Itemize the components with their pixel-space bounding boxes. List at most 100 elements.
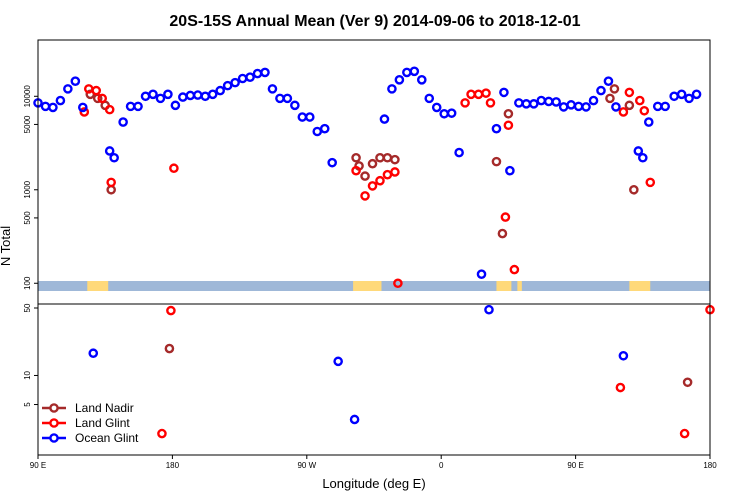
y-tick-label: 100: [23, 276, 32, 290]
ocean-glint-point: [424, 93, 435, 104]
land-glint-point: [624, 87, 635, 98]
land-nadir-point: [491, 156, 502, 167]
legend-marker: [49, 403, 59, 413]
land-glint-point: [473, 89, 484, 100]
land-glint-point: [466, 89, 476, 100]
land-glint-point: [639, 105, 650, 116]
ocean-glint-point: [558, 102, 569, 112]
ocean-glint-point: [312, 126, 323, 137]
ocean-glint-point: [387, 84, 397, 94]
ocean-glint-point: [215, 85, 225, 96]
legend-item-land-nadir: Land Nadir: [42, 401, 134, 415]
ocean-glint-point: [652, 101, 663, 112]
x-tick-label: 180: [703, 461, 717, 470]
land-glint-point: [481, 88, 491, 98]
ocean-glint-point: [603, 76, 614, 86]
land-nadir-point: [609, 84, 620, 94]
ocean-glint-point: [125, 101, 136, 112]
ocean-glint-point: [402, 67, 412, 78]
ocean-glint-point: [192, 90, 203, 100]
y-tick-label: 5: [23, 402, 32, 407]
ocean-glint-point: [260, 67, 270, 78]
ocean-glint-point: [252, 68, 263, 79]
land-nadir-point: [367, 158, 378, 169]
x-tick-label: 0: [439, 461, 444, 470]
land-glint-point: [390, 167, 400, 177]
y-tick-label: 50: [23, 303, 32, 312]
ocean-glint-point: [499, 87, 509, 98]
land-glint-point: [618, 107, 629, 117]
chart-title: 20S-15S Annual Mean (Ver 9) 2014-09-06 t…: [169, 13, 580, 30]
y-tick-label: 5000: [23, 115, 32, 133]
ocean-glint-point: [394, 75, 405, 85]
legend-marker: [49, 433, 59, 443]
land-glint-point: [382, 169, 393, 180]
legend-item-land-glint: Land Glint: [42, 416, 130, 430]
land-patch: [629, 281, 651, 291]
ocean-glint-point: [660, 101, 671, 112]
land-glint-point: [360, 191, 370, 201]
land-patch: [496, 281, 512, 291]
land-patch: [353, 281, 382, 291]
land-glint-point: [91, 85, 102, 96]
legend-label: Ocean Glint: [75, 431, 139, 445]
ocean-glint-point: [230, 77, 240, 88]
ocean-glint-point: [573, 101, 584, 112]
ocean-glint-point: [133, 101, 143, 112]
ocean-glint-point: [643, 117, 654, 127]
ocean-glint-point: [55, 95, 66, 106]
land-glint-point: [83, 84, 94, 94]
ocean-glint-point: [148, 89, 158, 100]
land-nadir-point: [164, 343, 175, 354]
ocean-glint-point: [691, 89, 702, 100]
ocean-glint-point: [379, 114, 390, 124]
ocean-glint-point: [327, 157, 337, 168]
x-tick-label: 90 W: [297, 461, 316, 470]
ocean-glint-point: [514, 98, 524, 108]
land-glint-point: [367, 181, 378, 191]
land-nadir-point: [503, 108, 514, 119]
land-glint-point: [500, 212, 511, 222]
ocean-glint-point: [290, 100, 300, 111]
ocean-glint-point: [275, 93, 285, 104]
y-tick-label: 10: [23, 370, 32, 379]
ocean-glint-point: [446, 108, 457, 118]
y-axis-lower: 5 10 50: [23, 303, 38, 407]
ocean-glint-point: [333, 356, 343, 367]
land-glint-point: [104, 104, 115, 115]
ocean-glint-point: [416, 75, 427, 85]
land-patch: [87, 281, 109, 291]
surface-mask-band: [38, 281, 710, 291]
ocean-glint-point: [319, 123, 330, 134]
ocean-glint-point: [178, 92, 188, 102]
ocean-glint-point: [48, 102, 58, 113]
ocean-glint-point: [304, 112, 315, 122]
ocean-glint-point: [88, 348, 99, 359]
ocean-glint-point: [409, 66, 420, 77]
land-glint-point: [169, 163, 179, 174]
x-axis: 90 E 180 90 W 0 90 E 180: [30, 455, 717, 470]
ocean-glint-point: [684, 93, 694, 104]
ocean-glint-point: [543, 96, 554, 107]
ocean-glint-point: [611, 102, 621, 112]
land-glint-point: [375, 175, 385, 186]
ocean-glint-point: [528, 99, 539, 109]
ocean-glint-point: [78, 102, 88, 113]
ocean-glint-point: [118, 117, 128, 127]
ocean-glint-point: [669, 91, 679, 102]
ocean-glint-point: [431, 102, 442, 113]
y-axis-upper: 100 500 1000 5000 10000: [23, 85, 38, 290]
ocean-glint-point: [596, 85, 606, 96]
lower-panel-frame: [37, 303, 711, 456]
ocean-glint-point: [566, 100, 576, 110]
ocean-glint-point: [70, 76, 81, 86]
y-tick-label: 500: [23, 211, 32, 225]
land-nadir-point: [375, 152, 385, 163]
ocean-glint-point: [581, 102, 591, 112]
ocean-glint-point: [638, 152, 648, 163]
ocean-glint-point: [200, 91, 211, 102]
ocean-glint-point: [222, 80, 233, 91]
land-glint-point: [393, 278, 403, 289]
data-points: [33, 66, 715, 439]
